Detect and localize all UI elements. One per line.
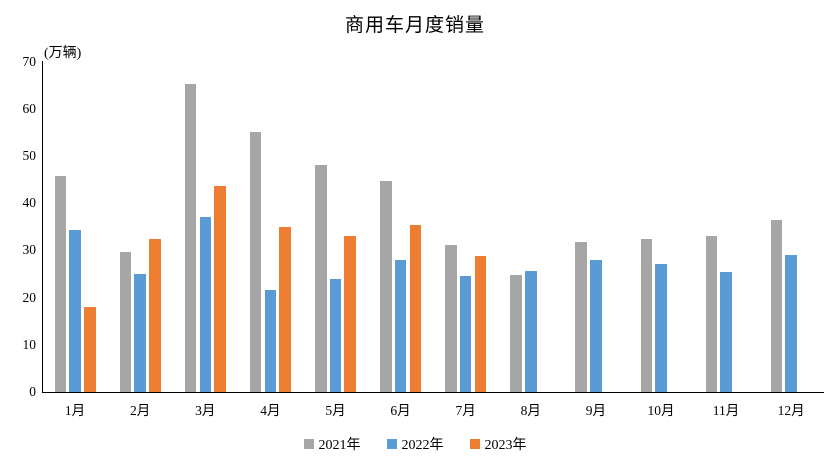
x-tick-label: 4月 xyxy=(260,403,281,418)
legend-label: 2023年 xyxy=(484,438,527,453)
legend-swatch-icon xyxy=(303,439,314,449)
bar-2021年-9月 xyxy=(575,241,587,392)
bar-2021年-6月 xyxy=(380,181,392,392)
bar-2022年-10月 xyxy=(655,263,667,392)
bar-2021年-7月 xyxy=(445,244,457,392)
bar-2021年-12月 xyxy=(770,220,783,392)
bar-2022年-12月 xyxy=(785,254,797,392)
bar-2021年-3月 xyxy=(184,84,197,392)
y-axis-unit-label: (万辆) xyxy=(44,46,82,61)
bar-2022年-7月 xyxy=(459,276,472,392)
bar-2023年-5月 xyxy=(344,236,356,392)
x-tick-label: 2月 xyxy=(130,403,151,418)
bar-2022年-4月 xyxy=(264,290,277,392)
legend: 2021年 2022年 2023年 xyxy=(0,434,830,454)
bar-2021年-5月 xyxy=(315,164,327,392)
bar-2021年-10月 xyxy=(640,238,652,392)
bar-2022年-1月 xyxy=(69,229,81,392)
bar-2021年-1月 xyxy=(54,175,67,392)
legend-swatch-icon xyxy=(386,439,397,449)
bar-2023年-1月 xyxy=(84,306,96,392)
legend-swatch-icon xyxy=(469,439,480,449)
bar-2022年-8月 xyxy=(525,270,537,392)
bar-2021年-11月 xyxy=(705,236,718,392)
x-tick-label: 3月 xyxy=(195,403,216,418)
x-tick-label: 1月 xyxy=(64,403,86,418)
bar-2021年-8月 xyxy=(510,275,522,392)
bar-2022年-9月 xyxy=(590,260,602,392)
x-tick-label: 5月 xyxy=(325,403,346,418)
bar-2023年-7月 xyxy=(474,256,487,392)
x-tick-label: 6月 xyxy=(390,403,411,418)
legend-label: 2022年 xyxy=(401,438,444,453)
bar-2022年-6月 xyxy=(394,259,407,392)
legend-item-2021年: 2021年 xyxy=(303,434,361,454)
x-axis-line xyxy=(42,392,824,393)
chart-title: 商用车月度销量 xyxy=(344,15,485,36)
y-tick-label: 40 xyxy=(22,195,37,211)
bar-2023年-2月 xyxy=(149,239,161,392)
y-tick-label: 0 xyxy=(29,384,36,399)
x-tick-label: 8月 xyxy=(520,403,541,418)
x-tick-label: 7月 xyxy=(455,403,476,418)
bar-2021年-2月 xyxy=(119,251,132,392)
y-tick-label: 70 xyxy=(22,53,37,69)
y-tick-label: 60 xyxy=(22,100,37,116)
y-axis-line xyxy=(42,61,43,392)
x-tick-label: 11月 xyxy=(712,403,740,418)
x-tick-label: 12月 xyxy=(777,403,805,418)
y-tick-label: 50 xyxy=(22,147,37,163)
legend-label: 2021年 xyxy=(318,438,361,453)
bar-2022年-11月 xyxy=(720,272,732,392)
bar-2023年-4月 xyxy=(279,227,291,392)
bar-2022年-3月 xyxy=(199,217,211,392)
bar-2021年-4月 xyxy=(249,132,262,392)
y-tick-label: 30 xyxy=(22,242,37,258)
y-tick-label: 20 xyxy=(22,289,37,305)
bar-2022年-2月 xyxy=(134,273,146,392)
bar-2022年-5月 xyxy=(329,279,342,392)
legend-item-2023年: 2023年 xyxy=(469,434,527,454)
legend-item-2022年: 2022年 xyxy=(386,434,444,454)
y-tick-label: 10 xyxy=(22,336,37,352)
x-tick-label: 10月 xyxy=(647,403,675,418)
x-tick-label: 9月 xyxy=(585,403,606,418)
bar-2023年-3月 xyxy=(214,186,226,392)
bar-2023年-6月 xyxy=(409,224,421,392)
